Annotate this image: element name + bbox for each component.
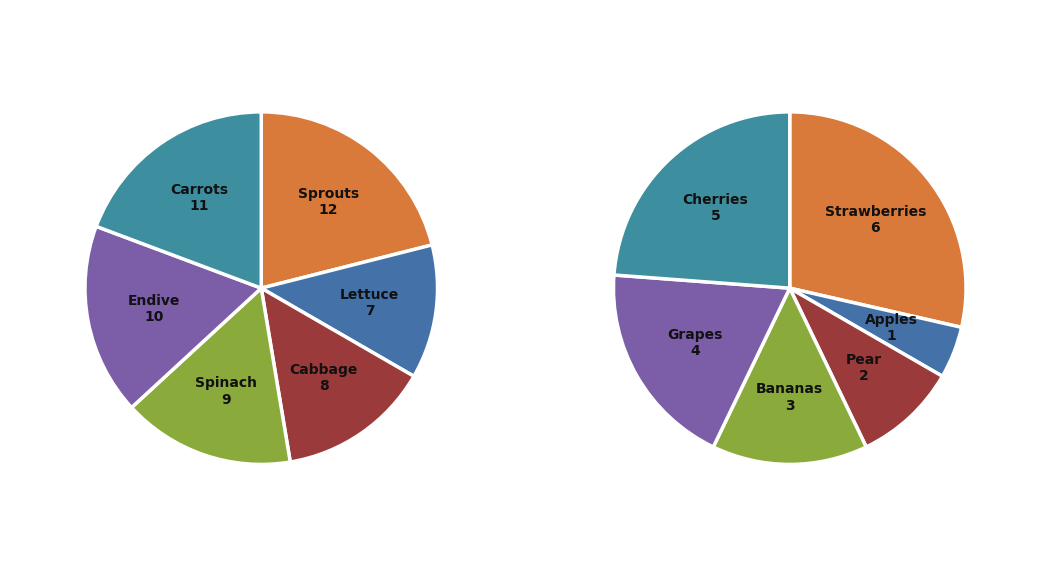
Wedge shape	[262, 112, 432, 288]
Text: Strawberries
6: Strawberries 6	[825, 205, 926, 235]
Text: Apples
1: Apples 1	[865, 313, 918, 343]
Text: Lettuce
7: Lettuce 7	[339, 288, 399, 318]
Text: Carrots
11: Carrots 11	[170, 183, 228, 214]
Wedge shape	[614, 112, 789, 288]
Text: Endive
10: Endive 10	[128, 294, 180, 324]
Text: Sprouts
12: Sprouts 12	[297, 187, 359, 217]
Text: Cherries
5: Cherries 5	[682, 193, 748, 223]
Text: Pear
2: Pear 2	[846, 353, 882, 384]
Text: Grapes
4: Grapes 4	[667, 328, 723, 358]
Wedge shape	[96, 112, 262, 288]
Text: Cabbage
8: Cabbage 8	[289, 363, 357, 393]
Wedge shape	[262, 288, 414, 462]
Text: Bananas
3: Bananas 3	[756, 383, 823, 412]
Wedge shape	[85, 227, 262, 407]
Wedge shape	[789, 288, 962, 376]
Wedge shape	[789, 112, 966, 327]
Text: Spinach
9: Spinach 9	[194, 376, 256, 407]
Wedge shape	[614, 275, 789, 447]
Wedge shape	[262, 245, 437, 376]
Wedge shape	[714, 288, 866, 464]
Wedge shape	[131, 288, 290, 464]
Wedge shape	[789, 288, 943, 447]
